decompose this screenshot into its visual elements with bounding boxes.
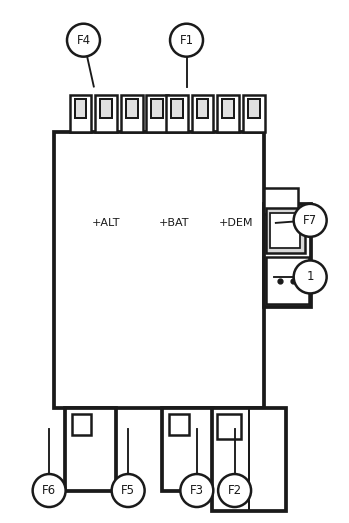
Bar: [222, 99, 234, 118]
Bar: [171, 99, 183, 118]
Bar: [162, 407, 213, 491]
Text: F6: F6: [42, 484, 56, 497]
Bar: [75, 99, 87, 118]
Circle shape: [33, 474, 66, 507]
Text: F2: F2: [228, 484, 242, 497]
Bar: [70, 95, 91, 132]
Circle shape: [170, 24, 203, 56]
Text: +ALT: +ALT: [91, 218, 120, 228]
Text: F4: F4: [76, 33, 90, 47]
Bar: [196, 99, 208, 118]
Bar: [169, 414, 189, 435]
Bar: [263, 188, 298, 214]
Circle shape: [180, 474, 213, 507]
Bar: [217, 414, 241, 439]
Bar: [65, 407, 116, 491]
Text: F7: F7: [303, 214, 317, 227]
Text: F3: F3: [190, 484, 204, 497]
Text: +DEM: +DEM: [219, 218, 254, 228]
Text: +BAT: +BAT: [159, 218, 190, 228]
Bar: [192, 95, 213, 132]
Bar: [147, 95, 168, 132]
Bar: [248, 99, 260, 118]
Bar: [151, 99, 163, 118]
Bar: [266, 257, 309, 304]
Bar: [263, 204, 311, 307]
Bar: [72, 414, 91, 435]
Bar: [243, 95, 265, 132]
Bar: [270, 213, 300, 248]
Circle shape: [294, 204, 327, 237]
Circle shape: [218, 474, 251, 507]
Bar: [54, 132, 263, 407]
Bar: [166, 95, 188, 132]
Text: 1: 1: [306, 270, 314, 283]
Bar: [266, 208, 305, 253]
Circle shape: [294, 260, 327, 293]
Bar: [126, 99, 138, 118]
Text: F1: F1: [179, 33, 194, 47]
Bar: [217, 95, 239, 132]
Bar: [95, 95, 117, 132]
Text: F5: F5: [121, 484, 135, 497]
Bar: [121, 95, 142, 132]
Circle shape: [112, 474, 144, 507]
Bar: [213, 407, 286, 511]
Bar: [100, 99, 112, 118]
Circle shape: [67, 24, 100, 56]
